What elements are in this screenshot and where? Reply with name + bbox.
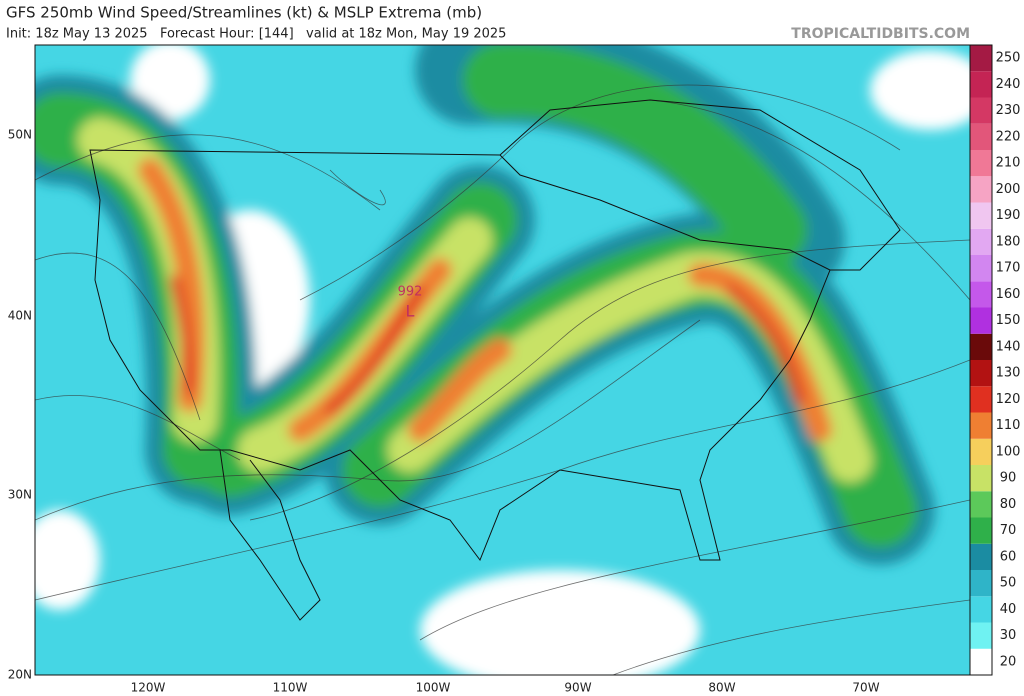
colorbar-label: 220 (996, 129, 1021, 144)
lon-label: 100W (416, 681, 451, 695)
colorbar-label: 160 (996, 287, 1021, 302)
colorbar-swatch (970, 228, 992, 255)
colorbar-swatch (970, 97, 992, 124)
source: TROPICALTIDBITS.COM (791, 26, 970, 42)
colorbar-label: 50 (1000, 576, 1017, 591)
colorbar-swatch (970, 150, 992, 177)
axes: 50N 40N 30N 20N 120W 110W 100W 90W 80W 70W (8, 128, 880, 695)
colorbar-swatch (970, 71, 992, 98)
lon-label: 80W (708, 681, 735, 695)
colorbar-swatch (970, 622, 992, 649)
lat-label: 40N (8, 309, 32, 323)
subtitle: Init: 18z May 13 2025 Forecast Hour: [14… (6, 27, 506, 42)
colorbar-swatch (970, 255, 992, 282)
colorbar-swatch (970, 360, 992, 387)
map: 992 L (35, 45, 970, 675)
lon-label: 120W (131, 681, 166, 695)
colorbar-label: 250 (996, 51, 1021, 66)
colorbar-swatch (970, 281, 992, 308)
low-symbol: L (406, 302, 415, 321)
borders (89, 99, 901, 621)
lon-label: 70W (852, 681, 879, 695)
colorbar-swatch (970, 543, 992, 570)
wind-field (35, 45, 970, 675)
colorbar-swatch (970, 202, 992, 229)
colorbar-label: 100 (996, 444, 1021, 459)
colorbar-label: 230 (996, 103, 1021, 118)
colorbar-label: 120 (996, 392, 1021, 407)
colorbar-label: 210 (996, 156, 1021, 171)
colorbar-swatch (970, 570, 992, 597)
lon-label: 110W (273, 681, 308, 695)
lat-label: 50N (8, 128, 32, 142)
colorbar-label: 200 (996, 182, 1021, 197)
colorbar-swatch (970, 333, 992, 360)
colorbar-swatch (970, 307, 992, 334)
colorbar-label: 240 (996, 77, 1021, 92)
colorbar-label: 30 (1000, 628, 1017, 643)
colorbar-label: 130 (996, 366, 1021, 381)
lat-label: 30N (8, 488, 32, 502)
colorbar-swatch (970, 465, 992, 492)
colorbar-label: 150 (996, 313, 1021, 328)
colorbar-frame (969, 44, 993, 676)
colorbar-swatch (970, 412, 992, 439)
lon-label: 90W (564, 681, 591, 695)
colorbar-label: 110 (996, 418, 1021, 433)
colorbar-label: 140 (996, 339, 1021, 354)
colorbar-swatch (970, 596, 992, 623)
colorbar-swatch (970, 517, 992, 544)
colorbar-label: 190 (996, 208, 1021, 223)
colorbar-swatch (970, 438, 992, 465)
colorbar-label: 90 (1000, 471, 1017, 486)
colorbar-label: 80 (1000, 497, 1017, 512)
colorbar-label: 20 (1000, 654, 1017, 669)
colorbar: 20 30 40 50 60 70 80 90 100 110 120 130 140 150 160 170… (969, 44, 1021, 676)
colorbar-label: 170 (996, 261, 1021, 276)
colorbar-label: 60 (1000, 549, 1017, 564)
pressure-label: 992 (398, 285, 423, 300)
colorbar-label: 40 (1000, 602, 1017, 617)
lat-label: 20N (8, 668, 32, 682)
colorbar-swatch (970, 123, 992, 150)
colorbar-swatch (970, 386, 992, 413)
colorbar-swatch (970, 491, 992, 518)
colorbar-swatch (970, 648, 992, 675)
title: GFS 250mb Wind Speed/Streamlines (kt) & … (6, 4, 482, 22)
colorbar-swatch (970, 176, 992, 203)
colorbar-swatch (970, 45, 992, 72)
colorbar-label: 180 (996, 234, 1021, 249)
colorbar-label: 70 (1000, 523, 1017, 538)
